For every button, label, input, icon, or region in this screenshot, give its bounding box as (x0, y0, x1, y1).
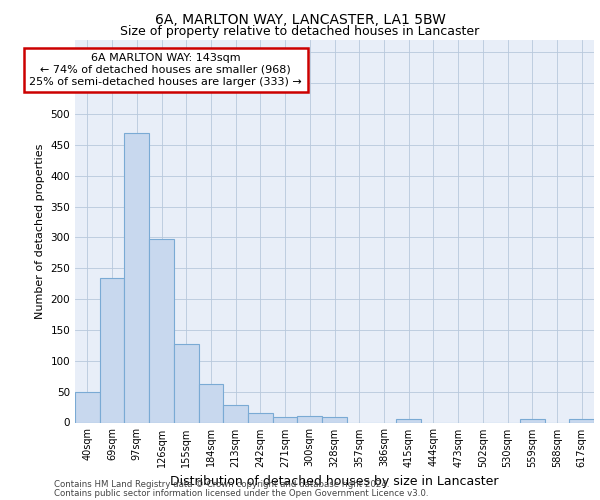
Text: Contains HM Land Registry data © Crown copyright and database right 2024.: Contains HM Land Registry data © Crown c… (54, 480, 389, 489)
Bar (223, 405, 248, 422)
Text: Size of property relative to detached houses in Lancaster: Size of property relative to detached ho… (121, 25, 479, 38)
Bar (396, 420, 421, 422)
Bar (199, 384, 223, 422)
Bar (124, 132, 149, 422)
Bar (322, 417, 347, 422)
Bar (174, 344, 199, 422)
Bar (569, 420, 594, 422)
Bar (149, 238, 174, 422)
Bar (248, 412, 273, 422)
Text: Contains public sector information licensed under the Open Government Licence v3: Contains public sector information licen… (54, 488, 428, 498)
X-axis label: Distribution of detached houses by size in Lancaster: Distribution of detached houses by size … (170, 475, 499, 488)
Text: 6A, MARLTON WAY, LANCASTER, LA1 5BW: 6A, MARLTON WAY, LANCASTER, LA1 5BW (155, 12, 445, 26)
Y-axis label: Number of detached properties: Number of detached properties (35, 144, 45, 319)
Bar (75, 392, 100, 422)
Bar (298, 416, 322, 422)
Text: 6A MARLTON WAY: 143sqm
← 74% of detached houses are smaller (968)
25% of semi-de: 6A MARLTON WAY: 143sqm ← 74% of detached… (29, 54, 302, 86)
Bar (100, 278, 124, 422)
Bar (520, 420, 545, 422)
Bar (273, 417, 298, 422)
